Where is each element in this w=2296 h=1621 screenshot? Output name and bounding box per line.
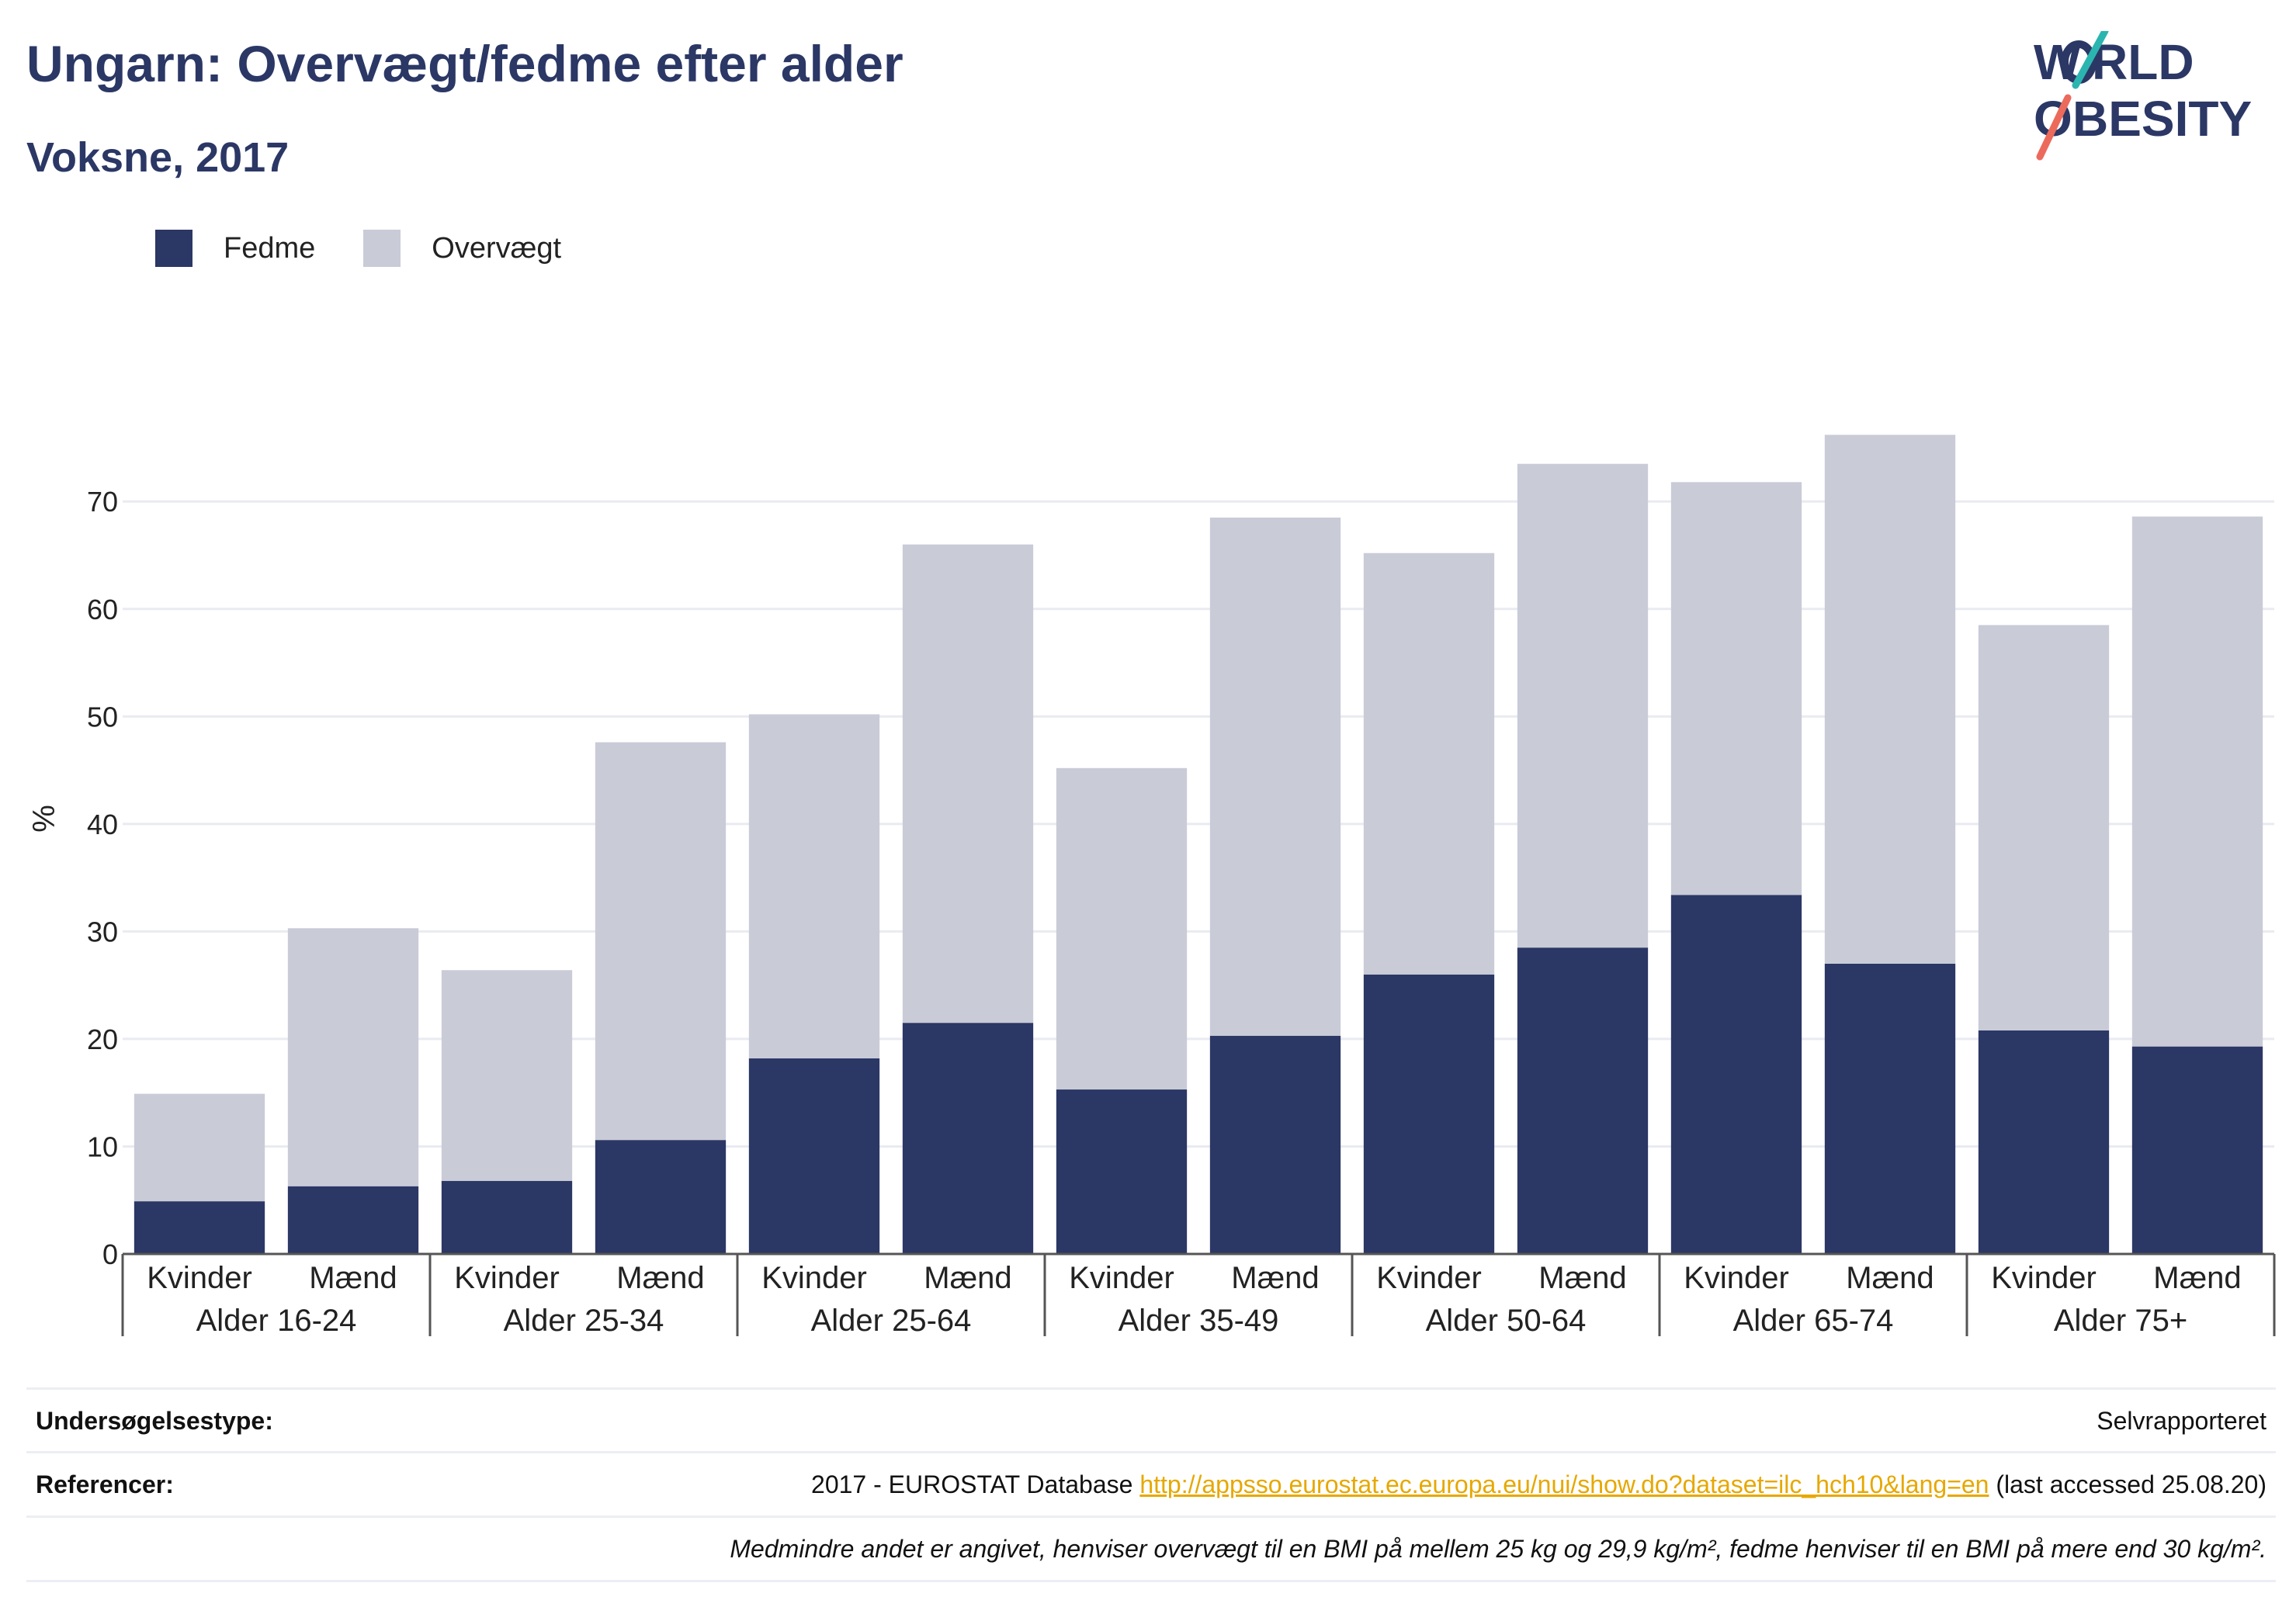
- y-tick-label: 10: [87, 1131, 118, 1162]
- x-sub-label: Mænd: [2153, 1261, 2241, 1295]
- world-obesity-logo: W RLD OBESITY: [2034, 31, 2252, 161]
- y-tick-label: 30: [87, 916, 118, 947]
- reference-prefix: 2017 - EUROSTAT Database: [811, 1470, 1140, 1498]
- bar-fedme: [1209, 1035, 1341, 1254]
- bar-overvaegt: [1978, 625, 2110, 1030]
- footer-note-row: Medmindre andet er angivet, henviser ove…: [26, 1515, 2276, 1582]
- legend-label-overvaegt: Overvægt: [432, 231, 562, 265]
- bmi-definition-note: Medmindre andet er angivet, henviser ove…: [730, 1535, 2267, 1563]
- bar-overvaegt: [1209, 518, 1341, 1036]
- bar-fedme: [748, 1058, 880, 1254]
- bar-overvaegt: [748, 714, 880, 1058]
- references-label: Referencer:: [36, 1470, 174, 1498]
- x-group-label: Alder 16-24: [196, 1304, 357, 1338]
- bar-fedme: [902, 1023, 1034, 1254]
- x-group-label: Alder 65-74: [1733, 1304, 1894, 1338]
- footer-survey-row: Undersøgelsestype: Selvrapporteret: [26, 1387, 2276, 1453]
- y-tick-label: 20: [87, 1024, 118, 1055]
- x-group-label: Alder 35-49: [1119, 1304, 1279, 1338]
- y-tick-label: 70: [87, 486, 118, 518]
- survey-type-label: Undersøgelsestype:: [36, 1407, 273, 1435]
- x-sub-label: Kvinder: [454, 1261, 560, 1295]
- x-sub-label: Kvinder: [1684, 1261, 1789, 1295]
- x-sub-label: Kvinder: [1069, 1261, 1174, 1295]
- reference-link[interactable]: http://appsso.eurostat.ec.europa.eu/nui/…: [1139, 1470, 1989, 1498]
- x-sub-label: Kvinder: [1991, 1261, 2097, 1295]
- chart-legend: Fedme Overvægt: [155, 230, 609, 267]
- bar-fedme: [134, 1201, 265, 1254]
- legend-swatch-fedme: [155, 230, 192, 267]
- reference-suffix: (last accessed 25.08.20): [1989, 1470, 2267, 1498]
- bar-overvaegt: [902, 544, 1034, 1024]
- survey-type-value: Selvrapporteret: [2097, 1407, 2267, 1435]
- x-group-label: Alder 25-34: [504, 1304, 664, 1338]
- bar-overvaegt: [1824, 435, 1956, 964]
- bar-overvaegt: [595, 742, 727, 1141]
- bar-fedme: [2131, 1046, 2263, 1254]
- bar-fedme: [1363, 974, 1495, 1254]
- y-tick-label: 50: [87, 701, 118, 733]
- bar-fedme: [441, 1180, 573, 1254]
- bar-overvaegt: [441, 970, 573, 1181]
- x-group-label: Alder 25-64: [811, 1304, 972, 1338]
- references-value: 2017 - EUROSTAT Database http://appsso.e…: [811, 1470, 2267, 1499]
- y-tick-label: 60: [87, 594, 118, 625]
- legend-item-overvaegt[interactable]: Overvægt: [363, 230, 561, 267]
- x-sub-label: Mænd: [1538, 1261, 1626, 1295]
- y-axis-title: %: [27, 805, 61, 833]
- x-sub-label: Mænd: [1846, 1261, 1934, 1295]
- bar-overvaegt: [287, 928, 419, 1186]
- bar-overvaegt: [1670, 482, 1802, 895]
- x-sub-label: Kvinder: [147, 1261, 252, 1295]
- legend-item-fedme[interactable]: Fedme: [155, 230, 315, 267]
- x-sub-label: Mænd: [1231, 1261, 1319, 1295]
- page-title: Ungarn: Overvægt/fedme efter alder: [26, 35, 903, 92]
- footer-reference-row: Referencer: 2017 - EUROSTAT Database htt…: [26, 1451, 2276, 1517]
- bar-overvaegt: [134, 1093, 265, 1202]
- bar-fedme: [1978, 1030, 2110, 1254]
- bar-fedme: [1517, 947, 1649, 1254]
- bar-overvaegt: [1363, 552, 1495, 975]
- svg-text:OBESITY: OBESITY: [2034, 91, 2252, 147]
- stacked-bar-chart: 0 10 20 30 40 50 60 70% Kvinder Mænd Kvinder Mænd Kv…: [27, 435, 2276, 1338]
- svg-text:RLD: RLD: [2092, 34, 2194, 90]
- x-sub-label: Kvinder: [761, 1261, 867, 1295]
- y-tick-label: 0: [102, 1238, 118, 1270]
- x-group-label: Alder 75+: [2054, 1304, 2187, 1338]
- x-sub-label: Mænd: [309, 1261, 397, 1295]
- legend-swatch-overvaegt: [363, 230, 401, 267]
- page-subtitle: Voksne, 2017: [26, 134, 290, 181]
- bar-overvaegt: [1056, 767, 1188, 1090]
- bar-overvaegt: [1517, 463, 1649, 948]
- x-sub-label: Mænd: [616, 1261, 704, 1295]
- bar-fedme: [595, 1140, 727, 1254]
- bar-fedme: [1824, 963, 1956, 1254]
- x-sub-label: Mænd: [924, 1261, 1011, 1295]
- y-tick-label: 40: [87, 809, 118, 840]
- x-sub-label: Kvinder: [1376, 1261, 1482, 1295]
- bar-fedme: [1056, 1089, 1188, 1254]
- x-group-label: Alder 50-64: [1426, 1304, 1587, 1338]
- bar-fedme: [1670, 895, 1802, 1254]
- bar-overvaegt: [2131, 516, 2263, 1047]
- bar-fedme: [287, 1186, 419, 1254]
- legend-label-fedme: Fedme: [224, 231, 316, 265]
